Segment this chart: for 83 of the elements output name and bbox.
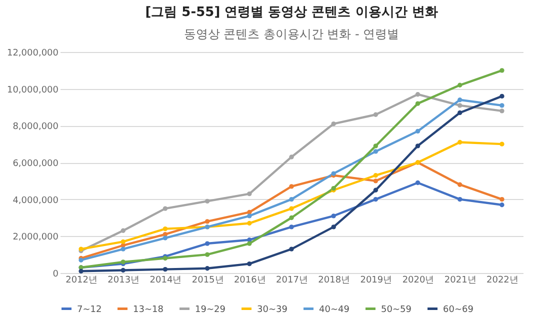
y-tick-label: 10,000,000 — [6, 85, 59, 96]
chart-subtitle: 동영상 콘텐츠 총이용시간 변화 - 연령별 — [184, 27, 400, 41]
point — [162, 206, 168, 211]
point — [162, 236, 168, 240]
point — [458, 140, 462, 145]
point — [458, 98, 462, 102]
point — [162, 266, 168, 272]
point — [415, 180, 420, 186]
point — [247, 214, 252, 218]
point — [373, 112, 378, 117]
point — [120, 228, 126, 233]
point — [415, 144, 420, 148]
point — [247, 220, 252, 226]
point — [500, 103, 504, 108]
point — [458, 110, 462, 116]
x-tick-label: 2019년 — [360, 276, 392, 286]
x-tick-label: 2018년 — [318, 276, 350, 286]
legend-label: 40~49 — [319, 304, 350, 315]
point — [289, 154, 294, 160]
point — [120, 268, 126, 273]
y-tick-label: 2,000,000 — [12, 232, 59, 243]
x-tick-label: 2014년 — [150, 276, 182, 286]
y-tick-label: 8,000,000 — [12, 122, 59, 132]
legend-label: 30~39 — [257, 304, 288, 315]
y-tick-label: 6,000,000 — [12, 159, 59, 169]
point — [373, 173, 378, 178]
x-tick-label: 2012년 — [66, 276, 98, 286]
x-tick-label: 2022년 — [486, 276, 518, 286]
point — [500, 196, 504, 202]
point — [458, 103, 462, 108]
point — [500, 94, 504, 99]
point — [458, 182, 462, 187]
point — [331, 121, 336, 126]
point — [289, 196, 294, 202]
point — [373, 188, 378, 192]
point — [289, 206, 294, 211]
point — [78, 268, 84, 274]
legend-label: 60~69 — [443, 304, 474, 315]
point — [162, 226, 168, 232]
point — [204, 252, 210, 257]
point — [289, 215, 294, 220]
point — [204, 219, 210, 224]
point — [289, 184, 294, 189]
point — [500, 142, 504, 146]
x-tick-label: 2015년 — [192, 276, 224, 286]
point — [500, 108, 504, 114]
y-tick-label: 4,000,000 — [12, 196, 59, 206]
point — [415, 101, 420, 106]
point — [331, 224, 336, 230]
point — [204, 241, 210, 246]
point — [415, 92, 420, 97]
y-tick-label: 0 — [52, 270, 59, 280]
point — [373, 144, 378, 148]
x-tick-label: 2013년 — [108, 276, 140, 286]
legend-label: 7~12 — [77, 304, 102, 315]
point — [373, 149, 378, 154]
x-tick-label: 2017년 — [276, 276, 308, 286]
point — [500, 68, 504, 73]
point — [373, 178, 378, 184]
x-tick-label: 2016년 — [234, 276, 266, 286]
point — [289, 224, 294, 230]
point — [289, 246, 294, 252]
point — [415, 128, 420, 134]
point — [458, 82, 462, 88]
chart-title: [그림 5-55] 연령별 동영상 콘텐츠 이용시간 변화 — [145, 5, 438, 20]
legend-label: 19~29 — [195, 304, 226, 315]
point — [500, 202, 504, 208]
point — [331, 214, 336, 218]
point — [204, 266, 210, 271]
legend-label: 50~59 — [381, 304, 412, 315]
point — [247, 241, 252, 246]
y-tick-label: 12,000,000 — [6, 48, 59, 58]
point — [204, 198, 210, 204]
point — [247, 191, 252, 196]
legend-label: 13~18 — [133, 304, 164, 315]
point — [120, 246, 126, 252]
point — [458, 196, 462, 202]
point — [162, 232, 168, 237]
point — [373, 196, 378, 202]
x-tick-label: 2020년 — [402, 276, 434, 286]
point — [120, 239, 126, 244]
point — [247, 261, 252, 266]
x-tick-label: 2021년 — [444, 276, 476, 286]
